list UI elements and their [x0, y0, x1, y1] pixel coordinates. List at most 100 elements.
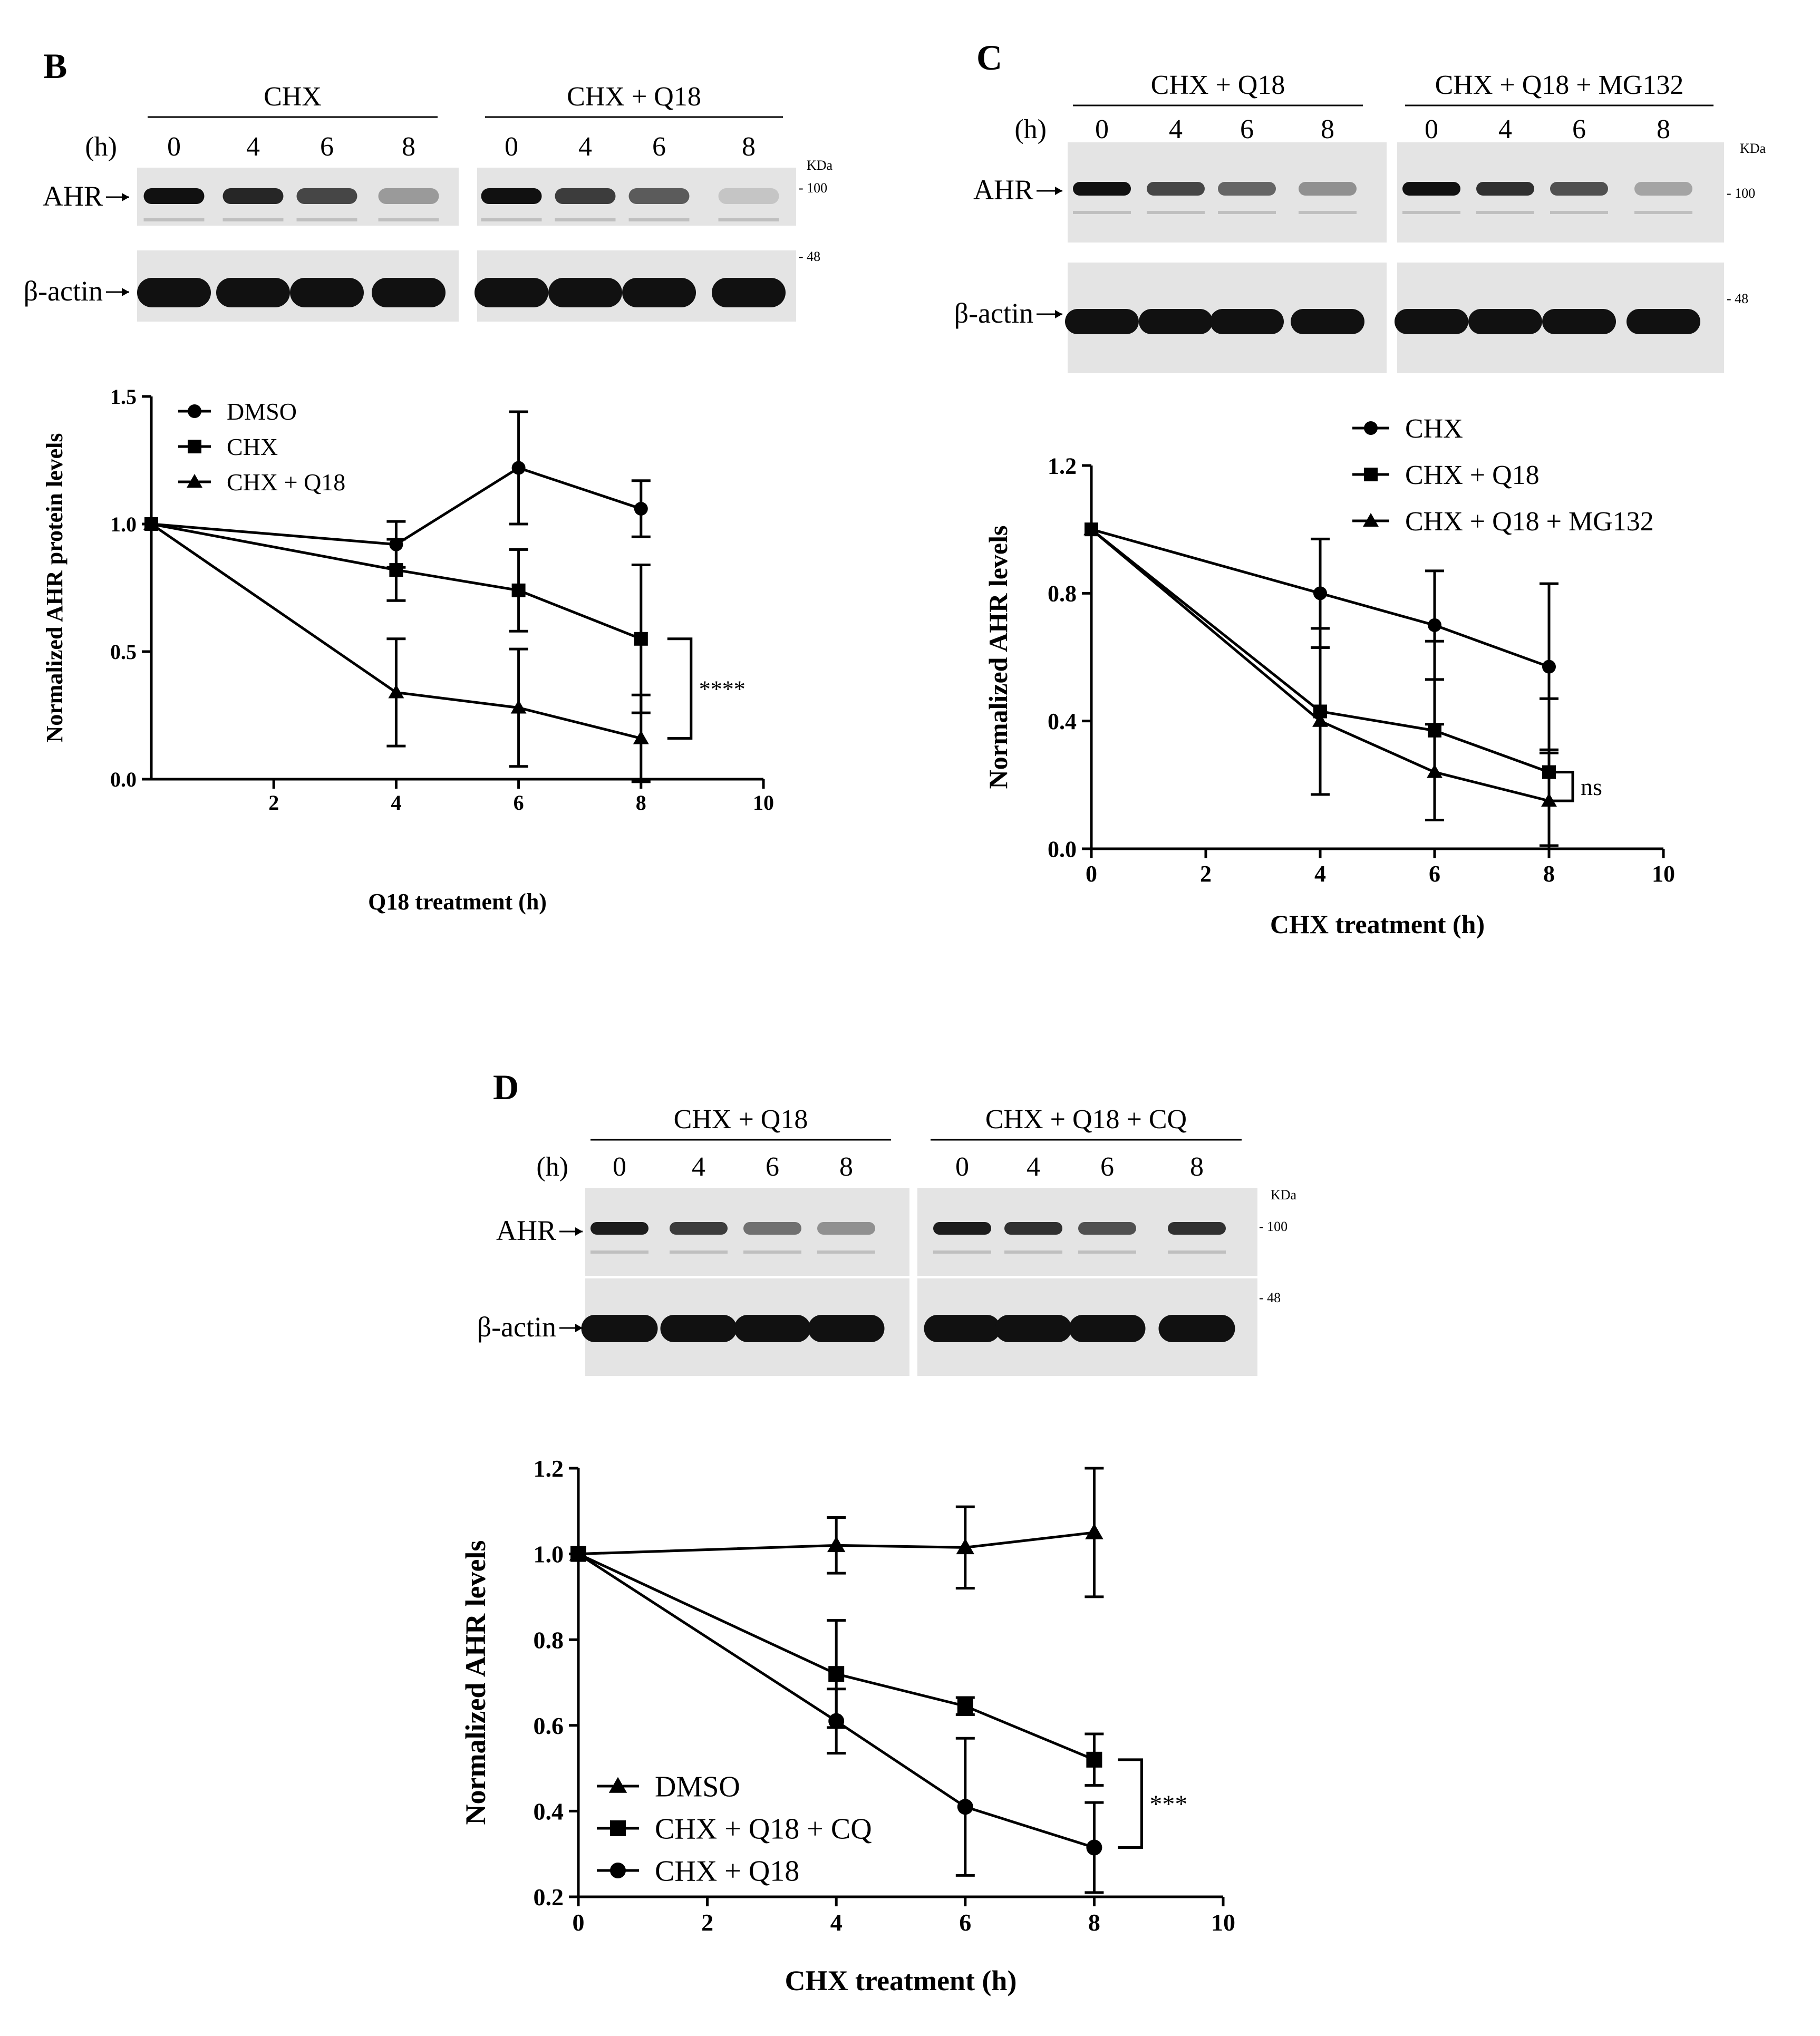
ahr-band: [817, 1222, 875, 1235]
data-point: [570, 1546, 586, 1562]
actin-band: [622, 278, 696, 307]
lane-label: 8: [1190, 1152, 1204, 1182]
lane-label: 8: [839, 1152, 853, 1182]
data-point: [511, 583, 526, 597]
data-point: [1083, 521, 1099, 536]
actin-band: [660, 1315, 737, 1342]
actin-band: [1139, 309, 1213, 334]
y-axis-label: Normalized AHR protein levels: [42, 433, 67, 743]
ahr-band: [933, 1222, 991, 1235]
arrow-icon: [575, 1324, 583, 1332]
mw-marker: - 100: [799, 180, 827, 196]
legend-marker: [1364, 468, 1378, 481]
significance-bracket: [1118, 1758, 1143, 1849]
y-tick-label: 1.0: [534, 1541, 564, 1568]
kda-label: KDa: [807, 158, 833, 173]
arrow-icon: [1055, 187, 1062, 195]
blot-B: B CHX CHX + Q18 (h) 0 4 6 8 0 4 6 8 KDa AHR - 100 β-act…: [24, 46, 833, 322]
lane-label: 8: [402, 132, 415, 162]
data-point: [1313, 586, 1327, 600]
significance-label: ***: [1149, 1790, 1187, 1818]
actin-band: [734, 1315, 811, 1342]
ahr-label: AHR: [43, 180, 103, 212]
x-tick-label: 2: [268, 791, 279, 815]
faint-band: [1218, 211, 1276, 214]
significance-label: ****: [699, 676, 746, 702]
y-tick-label: 0.2: [534, 1884, 564, 1911]
x-axis-label: CHX treatment (h): [785, 1965, 1017, 1996]
legend-marker: [610, 1863, 626, 1878]
data-point: [1086, 1751, 1102, 1768]
series-line: [1091, 528, 1550, 668]
ahr-band: [1078, 1222, 1136, 1235]
x-tick-label: 8: [636, 791, 646, 815]
legend-marker: [1363, 513, 1379, 527]
mw-marker: - 100: [1259, 1219, 1287, 1234]
x-tick-label: 10: [1652, 861, 1675, 887]
lane-label: 4: [246, 132, 260, 162]
y-tick-label: 1.0: [110, 512, 137, 536]
lane-label: 4: [1498, 114, 1512, 144]
ahr-band: [1634, 182, 1692, 196]
ahr-band: [1402, 182, 1460, 196]
faint-band: [555, 218, 616, 221]
series-line: [577, 1553, 1095, 1849]
faint-band: [1004, 1250, 1062, 1254]
lane-label: 6: [652, 132, 666, 162]
lane-label: 0: [167, 132, 181, 162]
series-line: [1090, 528, 1550, 802]
x-tick-label: 0: [573, 1909, 585, 1936]
legend-marker: [188, 440, 201, 453]
ahr-band: [1168, 1222, 1226, 1235]
ahr-band: [1550, 182, 1608, 196]
faint-band: [1634, 211, 1692, 214]
chart-D: 0.2 0.4 0.6 0.8 1.0 1.2 0 2 4 6 8 10 CHX treatment (…: [460, 1455, 1235, 1996]
mw-marker: - 48: [799, 249, 820, 264]
x-tick-label: 4: [830, 1909, 843, 1936]
y-tick-label: 0.5: [110, 640, 137, 664]
x-tick-label: 6: [514, 791, 524, 815]
x-tick-label: 10: [1211, 1909, 1235, 1936]
y-tick-label: 1.5: [110, 385, 137, 409]
data-point: [1428, 618, 1441, 632]
data-point: [633, 730, 649, 744]
actin-label: β-actin: [24, 275, 103, 307]
legend-label: CHX + Q18: [655, 1855, 799, 1888]
chart-C: 0.0 0.4 0.8 1.2 0 2 4 6 8 10 CHX treatment (h) Norm…: [983, 414, 1675, 939]
actin-band: [581, 1315, 658, 1342]
ahr-band: [590, 1222, 648, 1235]
actin-band: [372, 278, 446, 307]
blot-group-label: CHX: [264, 82, 322, 112]
kda-label: KDa: [1271, 1187, 1297, 1203]
actin-band: [808, 1315, 885, 1342]
chart-B: 0.0 0.5 1.0 1.5 2 4 6 8 10 Q18 treatment (h) Norma…: [42, 385, 774, 915]
arrow-icon: [1055, 310, 1062, 318]
data-point: [1312, 713, 1328, 727]
data-point: [634, 632, 648, 646]
lane-label: 8: [1321, 114, 1334, 144]
data-point: [1542, 660, 1556, 674]
blot-C: C CHX + Q18 CHX + Q18 + MG132 (h) 0 4 6 8 0 4 6 8 KD…: [954, 37, 1766, 373]
lane-label: 6: [1572, 114, 1586, 144]
faint-band: [1073, 211, 1131, 214]
lane-label: 4: [692, 1152, 705, 1182]
legend-marker: [610, 1820, 626, 1836]
data-point: [389, 563, 403, 577]
ahr-band: [718, 188, 779, 204]
data-point: [957, 1799, 973, 1815]
x-tick-label: 2: [1200, 861, 1212, 887]
data-point: [1427, 764, 1443, 778]
panel-letter: C: [976, 37, 1002, 77]
faint-band: [1168, 1250, 1226, 1254]
faint-band: [590, 1250, 648, 1254]
faint-band: [222, 218, 284, 221]
legend-label: CHX: [227, 433, 278, 460]
faint-band: [143, 218, 205, 221]
actin-band: [1210, 309, 1284, 334]
actin-band: [924, 1315, 1001, 1342]
series-line: [1090, 528, 1550, 773]
blot-group-label: CHX + Q18: [567, 82, 701, 112]
series-line: [151, 522, 642, 641]
faint-band: [817, 1250, 875, 1254]
faint-band: [1402, 211, 1460, 214]
